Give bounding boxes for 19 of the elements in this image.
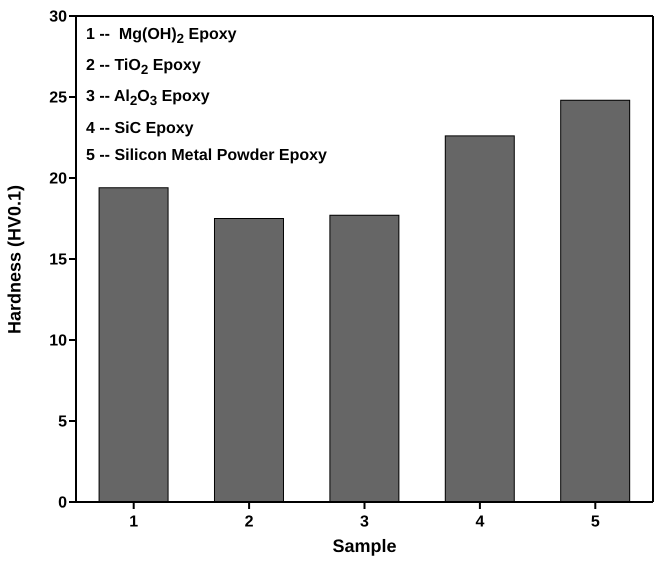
y-tick-label: 25 bbox=[49, 90, 68, 107]
x-tick-label: 2 bbox=[244, 513, 254, 530]
y-tick-label: 20 bbox=[49, 170, 68, 188]
x-tick-label: 1 bbox=[129, 513, 138, 530]
annotation: 1 -- Mg(OH)$_{2}$ Epoxy bbox=[86, 25, 238, 48]
annotation: 4 -- SiC Epoxy bbox=[86, 118, 195, 139]
annotation: 5 -- Silicon Metal Powder Epoxy bbox=[86, 146, 327, 166]
y-tick-label: 10 bbox=[49, 332, 68, 350]
x-tick-label: 4 bbox=[475, 513, 484, 530]
y-tick-label: 15 bbox=[49, 252, 68, 269]
x-axis-title: Sample bbox=[332, 536, 397, 556]
y-tick-label: 5 bbox=[58, 414, 68, 431]
annotation: 2 -- TiO$_{2}$ Epoxy bbox=[86, 56, 202, 80]
y-tick-label: 30 bbox=[49, 8, 68, 26]
annotation: 3 -- Al$_{2}$O$_{3}$ Epoxy bbox=[86, 87, 211, 111]
x-tick-label: 3 bbox=[360, 513, 370, 530]
y-axis-title: Hardness (HV0.1) bbox=[4, 184, 24, 334]
y-tick-label: 0 bbox=[58, 494, 68, 512]
x-tick-label: 5 bbox=[590, 513, 600, 530]
